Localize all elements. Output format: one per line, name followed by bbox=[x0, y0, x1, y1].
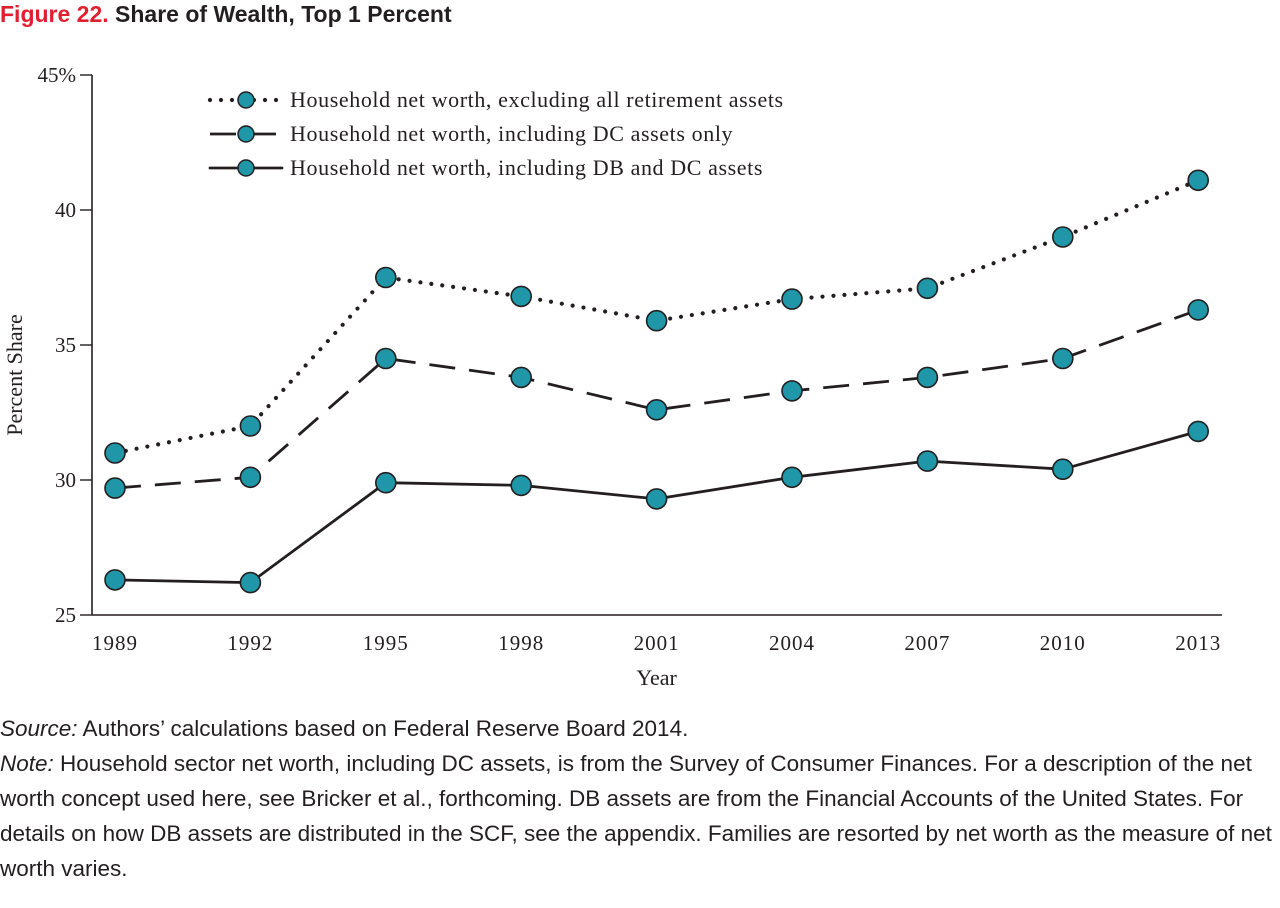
data-point-solid bbox=[1187, 420, 1209, 443]
y-tick-label: 25 bbox=[55, 603, 76, 627]
data-point-dashed bbox=[104, 477, 126, 499]
data-point-dotted bbox=[1052, 226, 1074, 248]
data-point-solid bbox=[916, 450, 939, 472]
data-point-solid bbox=[781, 466, 803, 489]
x-tick-label: 2007 bbox=[904, 631, 950, 655]
series-markers bbox=[104, 169, 1209, 594]
x-tick-label: 1998 bbox=[498, 631, 544, 655]
x-axis-title: Year bbox=[636, 665, 677, 690]
y-tick-label: 30 bbox=[55, 468, 76, 492]
x-tick-label: 2010 bbox=[1040, 631, 1086, 655]
figure-title: Figure 22. Share of Wealth, Top 1 Percen… bbox=[0, 0, 452, 28]
y-axis-title: Percent Share bbox=[2, 314, 27, 436]
data-point-dashed bbox=[916, 366, 939, 389]
chart-axes: 25 30 35 40 45% 1989 1992 1995 1998 2001 2004 2007 2… bbox=[2, 63, 1222, 690]
data-point-solid bbox=[239, 571, 262, 594]
series-lines bbox=[112, 178, 1201, 584]
source-label: Source: bbox=[0, 716, 78, 741]
data-point-dashed bbox=[1052, 347, 1074, 370]
data-point-dotted bbox=[104, 442, 126, 464]
data-point-dashed bbox=[645, 398, 668, 421]
note-label: Note: bbox=[0, 751, 54, 776]
source-note: Source: Authors’ calculations based on F… bbox=[0, 711, 1275, 746]
data-point-dashed bbox=[510, 366, 533, 389]
data-point-dashed bbox=[781, 380, 803, 402]
source-text: Authors’ calculations based on Federal R… bbox=[77, 716, 689, 741]
x-tick-label: 2013 bbox=[1175, 631, 1221, 655]
data-point-dashed bbox=[239, 466, 262, 489]
data-point-solid bbox=[510, 474, 533, 497]
x-tick-label: 1992 bbox=[227, 631, 273, 655]
data-point-dashed bbox=[374, 347, 397, 370]
legend-marker bbox=[237, 125, 255, 143]
data-point-dotted bbox=[374, 266, 397, 289]
note-text: Household sector net worth, including DC… bbox=[0, 751, 1272, 881]
x-tick-label: 1995 bbox=[363, 631, 409, 655]
y-tick-label: 40 bbox=[55, 198, 76, 222]
legend-marker bbox=[237, 159, 255, 177]
data-point-dotted bbox=[781, 288, 803, 310]
data-point-solid bbox=[1052, 458, 1074, 481]
legend-label: Household net worth, including DC assets… bbox=[290, 121, 733, 146]
data-point-dashed bbox=[1187, 299, 1209, 321]
x-tick-label: 2004 bbox=[769, 631, 815, 655]
note-paragraph: Note: Household sector net worth, includ… bbox=[0, 746, 1275, 886]
legend-marker bbox=[237, 91, 255, 109]
data-point-solid bbox=[104, 569, 126, 591]
x-tick-label: 2001 bbox=[634, 631, 680, 655]
data-point-dotted bbox=[510, 285, 533, 308]
data-point-dotted bbox=[1187, 169, 1209, 192]
legend-label: Household net worth, excluding all retir… bbox=[290, 87, 784, 112]
y-tick-label: 35 bbox=[55, 333, 76, 357]
data-point-solid bbox=[645, 488, 668, 510]
figure-label: Figure 22. bbox=[0, 1, 109, 27]
x-tick-label: 1989 bbox=[92, 631, 138, 655]
data-point-dotted bbox=[916, 277, 939, 300]
chart-legend: Household net worth, excluding all retir… bbox=[207, 87, 784, 180]
legend-label: Household net worth, including DB and DC… bbox=[290, 155, 763, 180]
data-point-dotted bbox=[239, 415, 262, 437]
y-tick-label: 45% bbox=[38, 63, 77, 87]
data-point-solid bbox=[374, 471, 397, 494]
figure-notes: Source: Authors’ calculations based on F… bbox=[0, 711, 1275, 886]
data-point-dotted bbox=[645, 309, 668, 332]
line-chart: 25 30 35 40 45% 1989 1992 1995 1998 2001 2004 2007 2… bbox=[2, 63, 1222, 690]
figure-title-text: Share of Wealth, Top 1 Percent bbox=[115, 1, 452, 27]
